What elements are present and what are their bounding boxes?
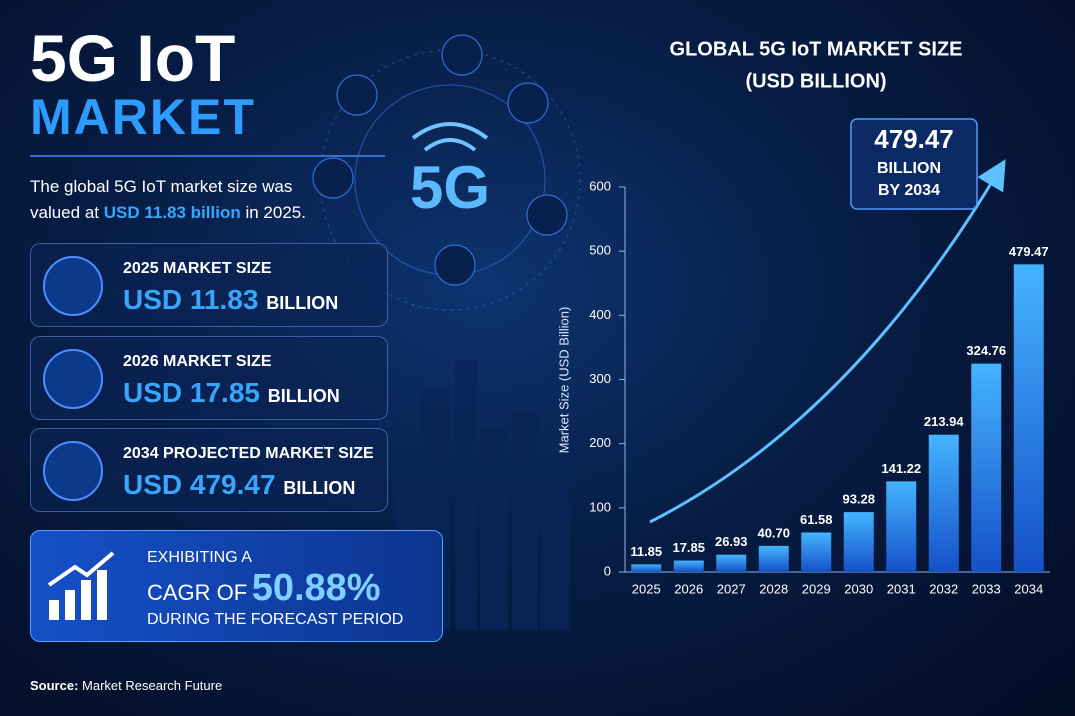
data-label: 479.47 [1009, 244, 1049, 259]
y-tick-label: 400 [589, 307, 611, 322]
y-tick-label: 500 [589, 243, 611, 258]
y-axis-label: Market Size (USD Billion) [556, 307, 571, 454]
card-label: 2034 PROJECTED MARKET SIZE [123, 445, 374, 462]
cagr-line: CAGR OF 50.88% [147, 567, 381, 610]
annotation-box [850, 118, 978, 210]
card-prefix: USD [123, 377, 183, 408]
card-unit: BILLION [267, 386, 340, 406]
card-label: 2025 MARKET SIZE [123, 260, 272, 277]
data-label: 324.76 [966, 343, 1006, 358]
intro-highlight: USD 11.83 billion [103, 203, 241, 222]
source-label: Source: [30, 678, 79, 693]
y-tick-label: 100 [589, 499, 611, 514]
data-label: 17.85 [672, 540, 705, 555]
trend-arrow [649, 159, 1006, 524]
card-prefix: USD [123, 284, 183, 315]
card-number: 11.83 [189, 284, 259, 315]
source: Source: Market Research Future [30, 678, 222, 693]
graphic-label: 5G [410, 154, 490, 221]
title: 5G IoT [30, 21, 236, 95]
intro-text: in 2025. [240, 203, 306, 222]
bar [631, 564, 662, 572]
x-tick-label: 2025 [632, 581, 661, 596]
x-tick-label: 2028 [759, 581, 788, 596]
cagr-prefix: CAGR OF [147, 580, 248, 605]
data-label: 61.58 [800, 512, 833, 527]
card-value: USD 17.85 BILLION [123, 377, 340, 409]
card-value: USD 479.47 BILLION [123, 469, 355, 501]
y-tick-label: 0 [604, 563, 611, 578]
bar [673, 560, 704, 572]
icon [43, 441, 103, 501]
bar [1013, 264, 1044, 572]
card-number: 479.47 [189, 469, 276, 500]
card: 2025 MARKET SIZE USD 11.83 BILLION [30, 243, 388, 327]
network-graphic [312, 34, 581, 311]
card-prefix: USD [123, 469, 183, 500]
divider [30, 155, 385, 157]
data-label: 213.94 [924, 414, 965, 429]
skyline [395, 360, 570, 630]
card-unit: BILLION [283, 478, 356, 498]
chart-subtitle: (USD BILLION) [745, 70, 886, 92]
intro: The global 5G IoT market size was valued… [30, 174, 306, 226]
y-tick-label: 600 [589, 178, 611, 193]
bar [928, 434, 959, 572]
x-tick-label: 2031 [887, 581, 916, 596]
bar [886, 481, 917, 572]
data-label: 40.70 [757, 525, 790, 540]
source-text: Market Research Future [82, 678, 223, 693]
intro-text: The global 5G IoT market size was [30, 177, 293, 196]
card: 2026 MARKET SIZE USD 17.85 BILLION [30, 336, 388, 420]
annotation-text: BILLION [877, 160, 941, 177]
y-tick-label: 300 [589, 371, 611, 386]
data-label: 93.28 [842, 492, 875, 507]
data-label: 11.85 [630, 544, 662, 559]
cagr-text: DURING THE FORECAST PERIOD [147, 611, 404, 628]
icon [43, 349, 103, 409]
x-tick-label: 2026 [674, 581, 703, 596]
annotation-text: BY 2034 [878, 182, 940, 199]
annotation-value: 479.47 [874, 124, 954, 154]
data-label: 141.22 [881, 461, 921, 476]
cagr-text: EXHIBITING A [147, 549, 252, 566]
x-tick-label: 2029 [802, 581, 831, 596]
bar [971, 363, 1002, 572]
x-tick-label: 2030 [844, 581, 873, 596]
x-tick-label: 2027 [717, 581, 746, 596]
card-label: 2026 MARKET SIZE [123, 353, 272, 370]
icon [43, 256, 103, 316]
x-tick-label: 2033 [972, 581, 1001, 596]
cagr-value: 50.88% [251, 567, 381, 609]
x-tick-label: 2034 [1014, 581, 1043, 596]
bar [758, 545, 789, 572]
cagr-box: EXHIBITING A CAGR OF 50.88% DURING THE F… [30, 530, 443, 642]
bar [801, 532, 832, 572]
x-tick-label: 2032 [929, 581, 958, 596]
card-number: 17.85 [189, 377, 260, 408]
chart-title: GLOBAL 5G IoT MARKET SIZE [670, 38, 963, 60]
bar [716, 554, 747, 572]
growth-icon [47, 551, 115, 620]
intro-text: valued at [30, 203, 104, 222]
bar [843, 512, 874, 572]
card: 2034 PROJECTED MARKET SIZE USD 479.47 BI… [30, 428, 388, 512]
card-value: USD 11.83 BILLION [123, 284, 338, 316]
title: MARKET [30, 89, 256, 145]
y-tick-label: 200 [589, 435, 611, 450]
card-unit: BILLION [266, 293, 339, 313]
data-label: 26.93 [715, 534, 748, 549]
